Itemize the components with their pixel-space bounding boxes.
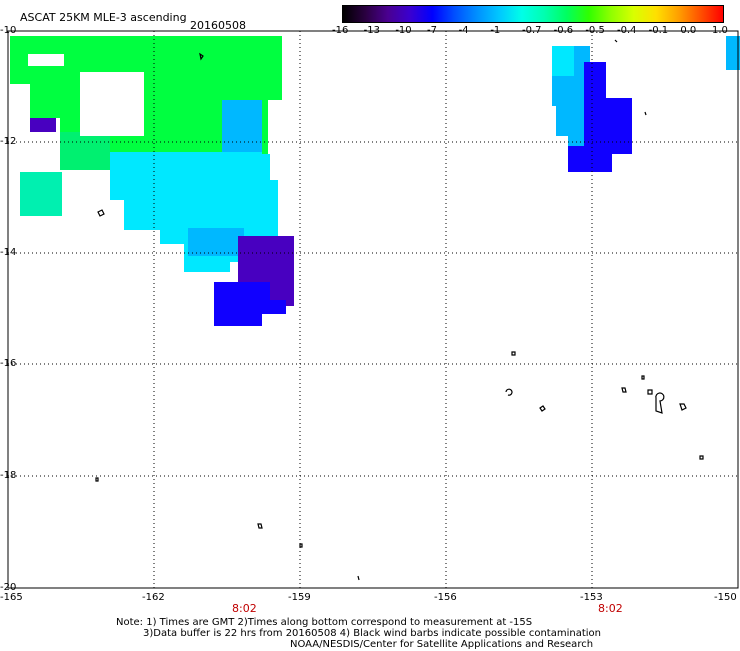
edge-cyan bbox=[726, 36, 740, 70]
island bbox=[257, 523, 263, 529]
note-line-3: NOAA/NESDIS/Center for Satellite Applica… bbox=[290, 639, 594, 650]
x-axis-label: -156 bbox=[434, 592, 457, 603]
data-gap bbox=[28, 54, 64, 66]
island bbox=[97, 209, 105, 217]
x-axis-label: -153 bbox=[580, 592, 603, 603]
time-label: 8:02 bbox=[232, 602, 257, 615]
map-date: 20160508 bbox=[190, 19, 246, 32]
note-line-2: 3)Data buffer is 22 hrs from 20160508 4)… bbox=[143, 628, 601, 639]
y-axis-label: -10 bbox=[0, 25, 17, 36]
note-line-1: Note: 1) Times are GMT 2)Times along bot… bbox=[116, 617, 533, 628]
island bbox=[679, 403, 687, 411]
island bbox=[655, 392, 665, 414]
plot-frame bbox=[7, 30, 739, 589]
x-axis-label: -159 bbox=[288, 592, 311, 603]
x-axis-label: -165 bbox=[0, 592, 23, 603]
island bbox=[357, 575, 360, 581]
island bbox=[699, 455, 704, 460]
colorbar-gradient bbox=[343, 6, 723, 22]
sky-patch bbox=[188, 228, 244, 256]
island bbox=[505, 388, 513, 396]
island bbox=[95, 477, 99, 482]
sky-patch bbox=[222, 100, 262, 152]
blue-block bbox=[214, 282, 286, 326]
purple-patch bbox=[30, 118, 56, 132]
x-axis-label: -162 bbox=[142, 592, 165, 603]
green-lower bbox=[60, 132, 110, 170]
y-axis-label: -12 bbox=[0, 136, 17, 147]
data-gap bbox=[80, 72, 144, 136]
island bbox=[647, 389, 653, 395]
time-label: 8:02 bbox=[598, 602, 623, 615]
y-axis-label: -18 bbox=[0, 470, 17, 481]
right-teal bbox=[552, 46, 574, 76]
island bbox=[299, 543, 303, 548]
right-blue bbox=[568, 62, 632, 172]
x-axis-label: -150 bbox=[714, 592, 737, 603]
map-title: ASCAT 25KM MLE-3 ascending bbox=[20, 11, 187, 24]
island bbox=[199, 52, 204, 61]
island bbox=[641, 375, 645, 380]
y-axis-label: -16 bbox=[0, 358, 17, 369]
islands bbox=[95, 39, 704, 581]
island bbox=[621, 387, 627, 393]
y-axis-label: -20 bbox=[0, 582, 17, 593]
island bbox=[539, 405, 546, 412]
teal-block bbox=[20, 172, 62, 216]
island bbox=[644, 111, 647, 116]
data-gap bbox=[10, 84, 30, 98]
wind-data-patches bbox=[10, 36, 740, 326]
island bbox=[511, 351, 516, 356]
colorbar bbox=[342, 5, 724, 23]
island bbox=[614, 39, 618, 43]
grid-lines bbox=[8, 31, 738, 588]
y-axis-label: -14 bbox=[0, 247, 17, 258]
